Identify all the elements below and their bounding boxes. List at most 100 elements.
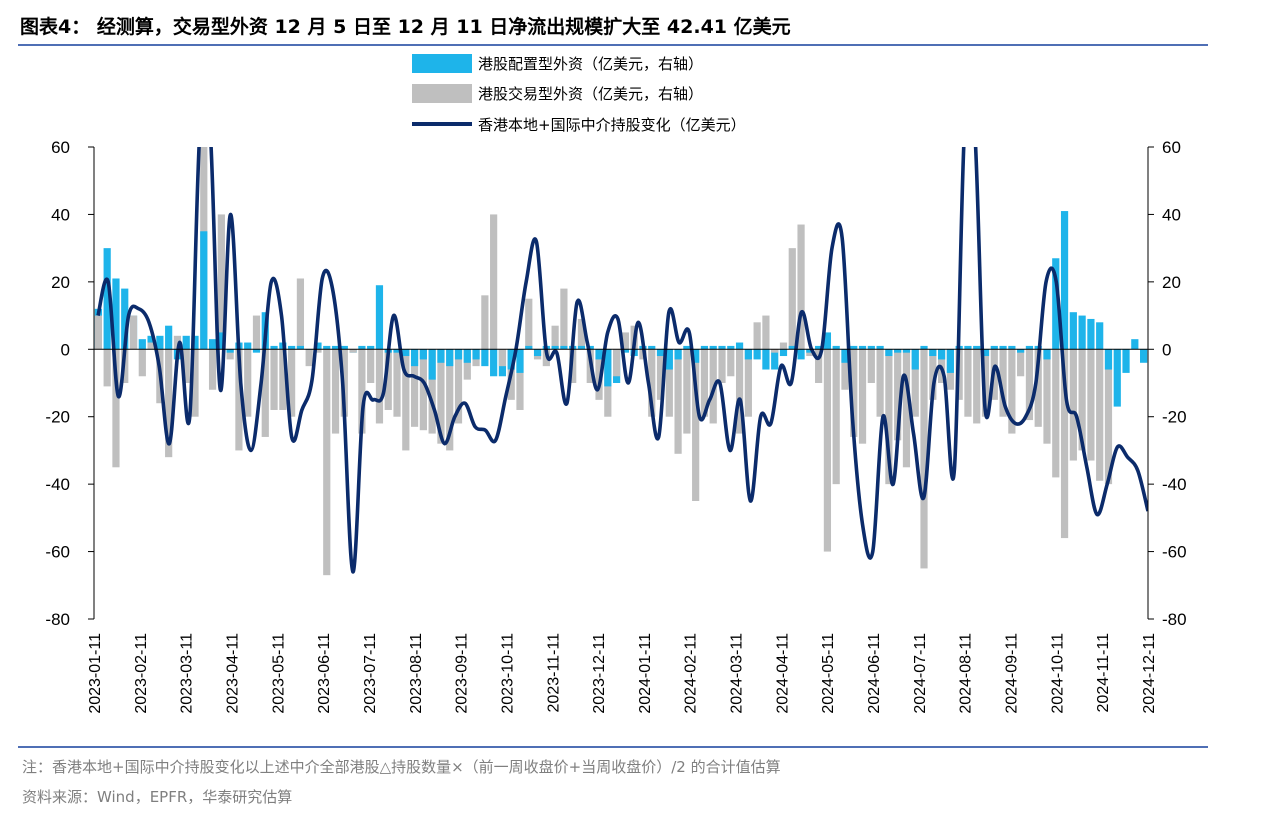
left-tick-label: -40 (45, 475, 70, 494)
trade-bar (367, 349, 375, 383)
config-bar (1140, 349, 1148, 363)
config-bar (709, 345, 717, 350)
config-bar (1087, 318, 1095, 350)
trade-bar (279, 349, 287, 410)
config-bar (665, 349, 673, 370)
trade-bar (331, 349, 340, 434)
trade-bar (823, 349, 832, 552)
trade-bar (815, 349, 823, 383)
config-bar (788, 345, 796, 350)
config-bar (1069, 312, 1077, 350)
trade-bar (744, 349, 752, 417)
trade-bar (858, 349, 867, 444)
config-bar (1122, 349, 1130, 373)
trade-bar (138, 349, 146, 377)
config-bar (182, 335, 190, 350)
trade-bar (1078, 349, 1086, 451)
config-bar (823, 332, 832, 350)
config-bar (762, 349, 770, 370)
legend-label-trade: 港股交易型外资（亿美元，右轴） (478, 85, 703, 103)
config-bar (604, 349, 612, 387)
trade-bar (981, 349, 990, 417)
trade-bar (560, 288, 568, 350)
trade-bar (454, 349, 463, 424)
config-bar (586, 345, 594, 350)
legend-label-line: 香港本地+国际中介持股变化（亿美元） (478, 116, 746, 134)
config-bar (1043, 349, 1051, 360)
config-bar (797, 349, 805, 360)
x-tick-label: 2024-09-11 (1004, 633, 1021, 714)
trade-bar (375, 349, 384, 424)
config-bar (867, 345, 875, 350)
trade-bar (683, 349, 691, 434)
config-bar (920, 345, 928, 350)
trade-bar (165, 349, 173, 458)
trade-bar (648, 349, 656, 417)
trade-bar (973, 349, 981, 424)
source-note: 资料来源：Wind，EPFR，华泰研究估算 (22, 788, 293, 806)
config-bar (964, 345, 972, 350)
chart: 6040200-20-40-60-806040200-20-40-60-8020… (45, 54, 1187, 714)
config-bar (1060, 211, 1069, 350)
x-tick-label: 2024-10-11 (1049, 633, 1066, 714)
trade-bar (1060, 349, 1069, 539)
x-tick-label: 2024-04-11 (774, 633, 791, 714)
trade-bar (1069, 349, 1077, 461)
config-bar (516, 349, 524, 373)
config-bar (358, 345, 366, 350)
trade-bar (173, 335, 182, 350)
config-bar (525, 345, 533, 350)
config-bar (648, 345, 656, 350)
x-tick-label: 2023-11-11 (545, 633, 562, 713)
config-bar (393, 349, 401, 353)
trade-bar (419, 349, 427, 431)
left-tick-label: -80 (45, 610, 70, 629)
trade-bar (296, 278, 305, 350)
trade-bar (112, 349, 120, 468)
trade-bar (498, 349, 507, 367)
trade-bar (1008, 349, 1016, 434)
config-bar (753, 349, 761, 360)
config-bar (367, 345, 375, 350)
legend: 港股配置型外资（亿美元，右轴） 港股交易型外资（亿美元，右轴） 香港本地+国际中… (412, 54, 746, 134)
trade-bar (288, 349, 296, 417)
config-bar (876, 345, 884, 350)
trade-bar (393, 349, 401, 417)
trade-bar (226, 349, 234, 360)
trade-bar (718, 349, 726, 383)
trade-bar (244, 349, 252, 417)
config-bar (621, 349, 629, 353)
trade-bar (428, 349, 436, 434)
x-tick-label: 2023-04-11 (225, 633, 242, 714)
trade-bar (692, 349, 700, 501)
trade-bar (876, 349, 884, 417)
x-tick-label: 2023-08-11 (408, 633, 425, 714)
legend-swatch-trade (412, 84, 472, 103)
trade-bar (779, 342, 788, 350)
config-bar (1052, 258, 1060, 350)
config-bar (700, 345, 709, 350)
config-bar (252, 349, 261, 353)
config-bar (103, 248, 111, 350)
config-bar (217, 332, 225, 350)
trade-bar (191, 349, 199, 417)
x-tick-label: 2024-12-11 (1141, 633, 1158, 714)
trade-bar (595, 349, 603, 400)
trade-bar (920, 349, 928, 569)
x-tick-label: 2024-05-11 (820, 633, 837, 714)
right-tick-label: 20 (1162, 273, 1181, 292)
right-tick-label: 40 (1162, 205, 1181, 224)
x-tick-label: 2023-02-11 (133, 633, 150, 714)
config-bar (314, 342, 322, 350)
trade-bar (832, 349, 840, 485)
config-bar (490, 349, 498, 377)
left-tick-label: -60 (45, 543, 70, 562)
config-bar (718, 345, 726, 350)
trade-bar (463, 349, 471, 380)
trade-bar (753, 322, 761, 350)
config-bar (815, 345, 823, 350)
trade-bar (217, 214, 225, 350)
config-bar (533, 349, 542, 357)
config-bar (999, 345, 1007, 350)
config-bar (138, 339, 146, 350)
